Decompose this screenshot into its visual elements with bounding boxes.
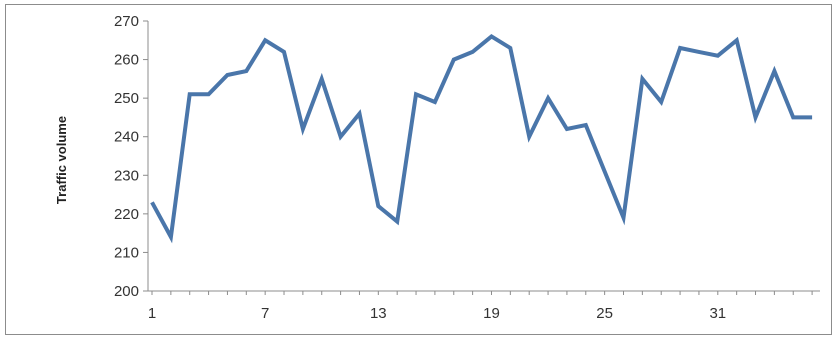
y-tick-label: 260 xyxy=(114,52,139,69)
y-tick-label: 270 xyxy=(114,13,139,30)
y-tick-label: 220 xyxy=(114,206,139,223)
chart-frame xyxy=(5,4,832,335)
x-tick-label: 1 xyxy=(148,305,156,322)
y-axis: 200 210 220 230 240 250 260 270 xyxy=(114,13,149,300)
y-tick-label: 240 xyxy=(114,129,139,146)
x-tick-label: 31 xyxy=(709,305,726,322)
x-tick-label: 13 xyxy=(370,305,387,322)
x-tick-label: 19 xyxy=(483,305,500,322)
y-tick-label: 210 xyxy=(114,244,139,261)
y-tick-label: 200 xyxy=(114,283,139,300)
x-tick-label: 25 xyxy=(596,305,613,322)
y-axis-title: Traffic volume xyxy=(54,116,69,204)
series-line xyxy=(150,33,813,244)
y-tick-label: 250 xyxy=(114,90,139,107)
y-tick-label: 230 xyxy=(114,167,139,184)
x-axis: 1 7 13 19 25 31 xyxy=(148,290,820,322)
series-area xyxy=(150,33,813,244)
x-tick-label: 7 xyxy=(261,305,269,322)
